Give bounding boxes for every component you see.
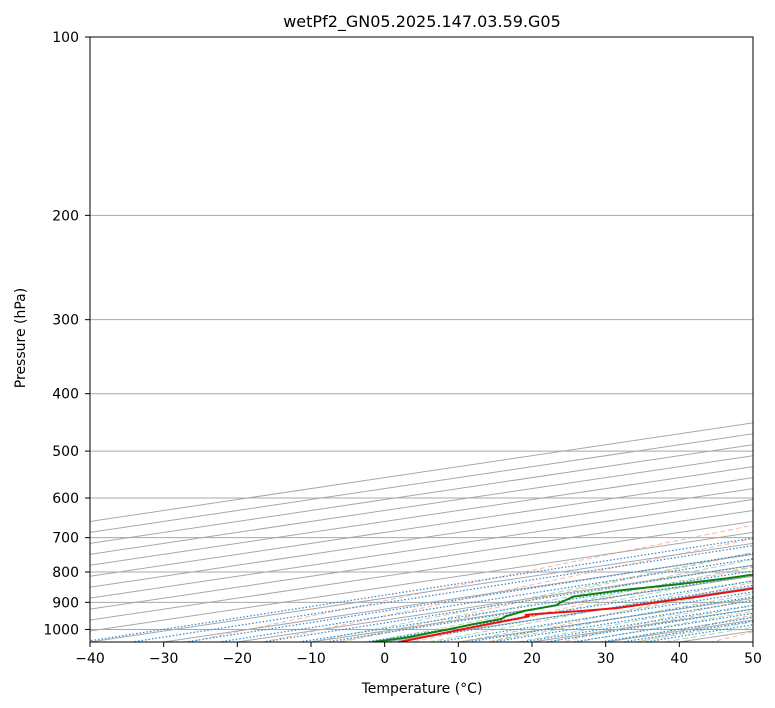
chart-title: wetPf2_GN05.2025.147.03.59.G05 (283, 12, 561, 32)
dry-adiabat-line (261, 538, 753, 642)
mixing-ratio-line (542, 608, 753, 642)
x-tick-label: 20 (523, 651, 541, 667)
x-tick-label: −30 (149, 651, 179, 667)
mixing-ratio-line (295, 570, 753, 642)
profile-lines (373, 573, 753, 642)
isotherm-line (90, 531, 753, 632)
x-tick-label: −40 (75, 651, 105, 667)
x-tick-label: 0 (380, 651, 389, 667)
isotherm-line (90, 542, 753, 642)
mixing-ratio-line (596, 616, 753, 642)
isotherm-line (90, 509, 753, 610)
x-tick-label: 50 (744, 651, 762, 667)
isotherm-line (90, 488, 753, 588)
y-axis-title: Pressure (hPa) (13, 288, 29, 388)
x-axis-title: Temperature (°C) (361, 681, 483, 697)
temperature-profile-line (399, 587, 753, 642)
isotherm-line (90, 520, 753, 621)
mixing-ratio-line (322, 574, 753, 642)
mixing-ratio-line (90, 537, 753, 642)
y-tick-label: 500 (52, 444, 79, 460)
y-tick-label: 1000 (43, 622, 79, 638)
dewpoint-profile-line (373, 573, 753, 642)
x-tick-label: −20 (223, 651, 253, 667)
y-tick-label: 400 (52, 387, 79, 403)
y-tick-label: 700 (52, 531, 79, 547)
y-tick-label: 800 (52, 565, 79, 581)
x-tick-label: 10 (449, 651, 467, 667)
moist-adiabat-line (487, 593, 753, 642)
background-lines (90, 37, 753, 642)
x-axis: −40 −30 −20 −10 0 10 20 30 40 50 (75, 642, 762, 667)
moist-adiabat-line (369, 565, 753, 642)
y-tick-label: 900 (52, 595, 79, 611)
mixing-ratio-line (569, 612, 753, 642)
x-tick-label: 30 (597, 651, 615, 667)
y-tick-label: 200 (52, 208, 79, 224)
plot-frame (89, 36, 754, 643)
isotherm-line (90, 466, 753, 566)
isotherm-line (90, 499, 753, 599)
y-tick-label: 600 (52, 491, 79, 507)
x-tick-label: −10 (296, 651, 326, 667)
y-axis: 100 200 300 400 500 600 700 800 900 1000 (43, 30, 90, 638)
y-tick-label: 100 (52, 30, 79, 46)
y-tick-label: 300 (52, 313, 79, 329)
x-tick-label: 40 (670, 651, 688, 667)
isotherm-line (90, 455, 753, 555)
isotherm-line (90, 477, 753, 577)
dry-adiabat-line (186, 524, 753, 642)
moist-adiabat-line (428, 580, 753, 642)
